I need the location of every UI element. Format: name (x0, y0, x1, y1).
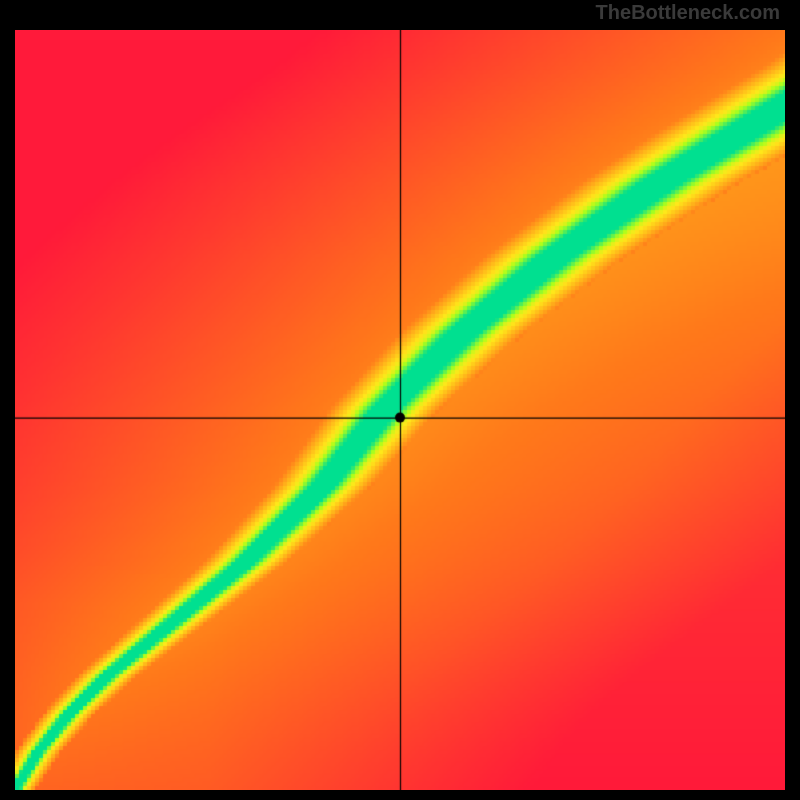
heatmap-canvas (15, 30, 785, 790)
chart-container: TheBottleneck.com (0, 0, 800, 800)
watermark-text: TheBottleneck.com (596, 2, 780, 25)
